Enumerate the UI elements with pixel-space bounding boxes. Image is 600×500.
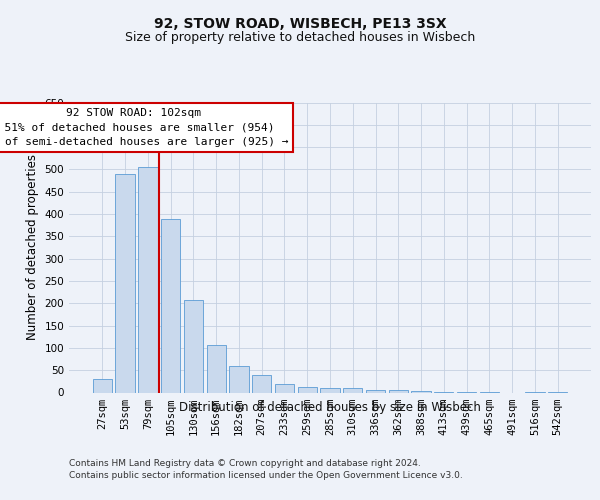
Bar [320, 388, 340, 392]
Bar [138, 167, 158, 392]
Bar [343, 388, 362, 392]
Bar [298, 386, 317, 392]
Text: 92 STOW ROAD: 102sqm
← 51% of detached houses are smaller (954)
49% of semi-deta: 92 STOW ROAD: 102sqm ← 51% of detached h… [0, 108, 289, 148]
Y-axis label: Number of detached properties: Number of detached properties [26, 154, 39, 340]
Text: Contains public sector information licensed under the Open Government Licence v3: Contains public sector information licen… [69, 471, 463, 480]
Bar [184, 300, 203, 392]
Bar [206, 345, 226, 393]
Bar [161, 218, 181, 392]
Bar [275, 384, 294, 392]
Text: Size of property relative to detached houses in Wisbech: Size of property relative to detached ho… [125, 31, 475, 44]
Bar [115, 174, 135, 392]
Text: 92, STOW ROAD, WISBECH, PE13 3SX: 92, STOW ROAD, WISBECH, PE13 3SX [154, 18, 446, 32]
Bar [412, 390, 431, 392]
Bar [229, 366, 248, 392]
Bar [252, 374, 271, 392]
Bar [93, 379, 112, 392]
Text: Distribution of detached houses by size in Wisbech: Distribution of detached houses by size … [179, 401, 481, 414]
Bar [389, 390, 408, 392]
Text: Contains HM Land Registry data © Crown copyright and database right 2024.: Contains HM Land Registry data © Crown c… [69, 458, 421, 468]
Bar [366, 390, 385, 392]
